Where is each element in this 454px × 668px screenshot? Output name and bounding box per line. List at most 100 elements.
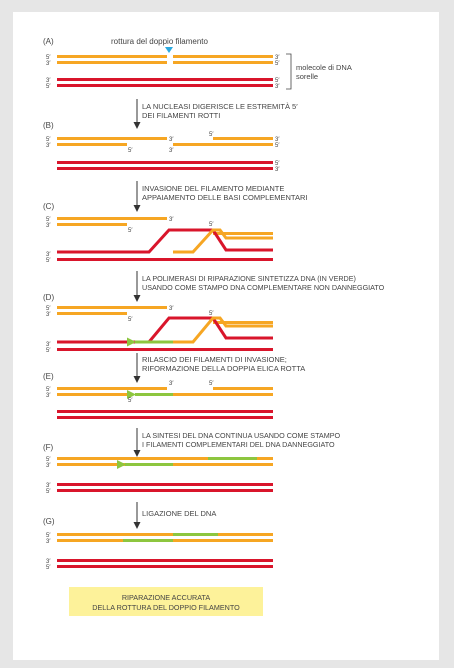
prime-5: 5′ <box>46 306 51 312</box>
stage-g: (G) 5′ 3′ 3′ 5′ <box>43 517 273 571</box>
prime-5: 5′ <box>128 148 133 154</box>
strand-orange <box>213 387 273 390</box>
prime-3: 3′ <box>169 381 174 387</box>
strand-red <box>57 559 273 562</box>
step-text: APPAIAMENTO DELLE BASI COMPLEMENTARI <box>142 193 307 202</box>
stage-label-c: (C) <box>43 202 54 211</box>
step-text: INVASIONE DEL FILAMENTO MEDIANTE <box>142 184 284 193</box>
prime-5: 5′ <box>46 348 51 354</box>
strand-orange <box>213 321 273 324</box>
stage-c: (C) 5′ 3′ 3′ 5′ 5′ 3′ 5′ <box>43 202 273 264</box>
strand-red-upper <box>57 228 273 254</box>
prime-5: 5′ <box>209 311 214 317</box>
prime-3: 3′ <box>46 483 51 489</box>
prime-5: 5′ <box>209 381 214 387</box>
strand-orange <box>57 306 167 309</box>
prime-3: 3′ <box>46 393 51 399</box>
prime-5: 5′ <box>209 222 214 228</box>
strand-orange <box>173 393 273 396</box>
prime-5: 5′ <box>46 84 51 90</box>
break-marker <box>165 47 173 53</box>
stage-a: (A) rottura del doppio filamento 5′ 3′ 3… <box>43 37 352 90</box>
prime-5: 5′ <box>46 387 51 393</box>
stage-label-a: (A) <box>43 37 54 46</box>
sister-label: sorelle <box>296 72 318 81</box>
step-text: RILASCIO DEI FILAMENTI DI INVASIONE; <box>142 355 287 364</box>
step-text: LA POLIMERASI DI RIPARAZIONE SINTETIZZA … <box>142 274 356 283</box>
step-4: RILASCIO DEI FILAMENTI DI INVASIONE; RIF… <box>133 353 305 383</box>
prime-5: 5′ <box>128 317 133 323</box>
step-text: USANDO COME STAMPO DNA COMPLEMENTARE NON… <box>142 283 385 292</box>
strand-orange <box>57 312 127 315</box>
strand-red <box>57 565 273 568</box>
prime-5: 5′ <box>46 489 51 495</box>
prime-5: 5′ <box>275 61 280 67</box>
prime-3: 3′ <box>46 143 51 149</box>
prime-5: 5′ <box>209 132 214 138</box>
strand-orange <box>173 143 273 146</box>
prime-5: 5′ <box>128 228 133 234</box>
prime-3: 3′ <box>46 252 51 258</box>
prime-5: 5′ <box>275 78 280 84</box>
strand-orange <box>57 393 127 396</box>
prime-5: 5′ <box>46 457 51 463</box>
strand-orange <box>57 457 273 460</box>
prime-3: 3′ <box>46 223 51 229</box>
step-text: LA SINTESI DEL DNA CONTINUA USANDO COME … <box>142 431 340 440</box>
prime-5: 5′ <box>275 161 280 167</box>
strand-red <box>57 161 273 164</box>
prime-3: 3′ <box>275 55 280 61</box>
strand-orange-left <box>57 61 167 64</box>
strand-red <box>57 348 273 351</box>
break-label: rottura del doppio filamento <box>111 37 209 46</box>
invading-strand <box>173 316 273 344</box>
strand-orange <box>57 533 273 536</box>
prime-3: 3′ <box>169 217 174 223</box>
strand-orange-left <box>57 55 167 58</box>
prime-3: 3′ <box>46 559 51 565</box>
strand-orange <box>57 143 127 146</box>
strand-red <box>57 78 273 81</box>
strand-orange <box>57 387 167 390</box>
prime-5: 5′ <box>46 217 51 223</box>
prime-5: 5′ <box>46 258 51 264</box>
prime-3: 3′ <box>275 84 280 90</box>
strand-orange-right <box>173 61 273 64</box>
stage-e: (E) 5′ 3′ 3′ 5′ 5′ <box>43 372 273 419</box>
stage-label-e: (E) <box>43 372 54 381</box>
step-text: LIGAZIONE DEL DNA <box>142 509 216 518</box>
result-note-box <box>69 587 263 616</box>
strand-orange <box>213 137 273 140</box>
step-1: LA NUCLEASI DIGERISCE LE ESTREMITÀ 5′ DE… <box>133 99 298 129</box>
prime-5: 5′ <box>275 143 280 149</box>
stage-b: (B) 5′ 3′ 3′ 5′ 5′ 3′ 3′ 5′ 5′ 3′ <box>43 121 280 173</box>
prime-3: 3′ <box>169 137 174 143</box>
strand-red <box>57 84 273 87</box>
prime-3: 3′ <box>169 306 174 312</box>
result-text: DELLA ROTTURA DEL DOPPIO FILAMENTO <box>92 603 240 612</box>
prime-3: 3′ <box>46 312 51 318</box>
sister-bracket <box>286 53 292 90</box>
stage-label-g: (G) <box>43 517 55 526</box>
strand-red <box>57 489 273 492</box>
prime-3: 3′ <box>46 78 51 84</box>
dna-repair-diagram: (A) rottura del doppio filamento 5′ 3′ 3… <box>43 37 385 616</box>
sister-label: molecole di DNA <box>296 63 352 72</box>
strand-orange <box>213 232 273 235</box>
strand-red <box>57 167 273 170</box>
figure-panel: (A) rottura del doppio filamento 5′ 3′ 3… <box>13 12 439 660</box>
stage-d: (D) 5′ 3′ 3′ 5′ 5′ 3′ 5′ <box>43 293 273 354</box>
prime-5: 5′ <box>46 533 51 539</box>
strand-orange <box>57 223 127 226</box>
prime-3: 3′ <box>46 61 51 67</box>
step-text: DEI FILAMENTI ROTTI <box>142 111 220 120</box>
step-3: LA POLIMERASI DI RIPARAZIONE SINTETIZZA … <box>133 271 385 302</box>
prime-3: 3′ <box>275 167 280 173</box>
prime-3: 3′ <box>46 463 51 469</box>
strand-orange <box>57 217 167 220</box>
prime-5: 5′ <box>128 398 133 404</box>
strand-red <box>57 416 273 419</box>
prime-3: 3′ <box>46 342 51 348</box>
strand-red <box>57 258 273 261</box>
stage-label-d: (D) <box>43 293 54 302</box>
